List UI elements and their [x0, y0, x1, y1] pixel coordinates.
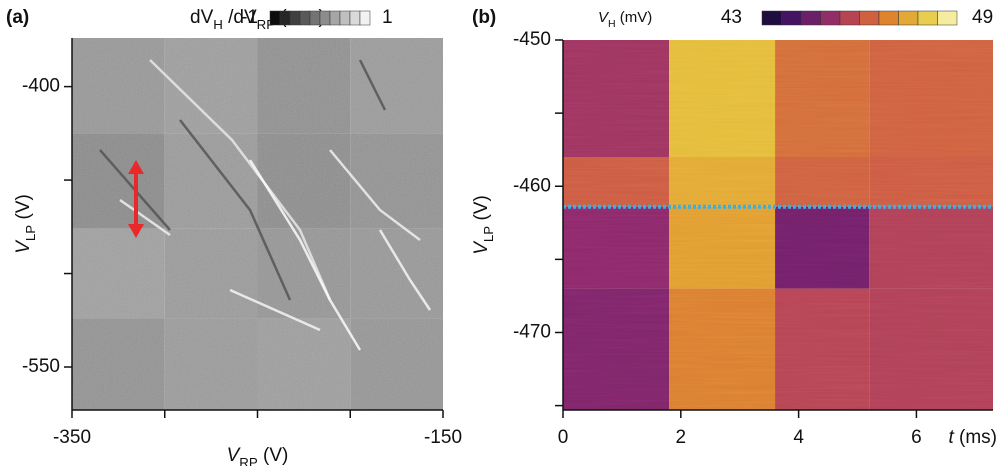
colorbar-step — [761, 10, 782, 26]
colorbar-min: -1 — [241, 7, 258, 28]
colorbar-step — [269, 10, 281, 26]
colorbar-step — [329, 10, 341, 26]
label-part: (mV) — [616, 9, 653, 26]
colorbar-step — [359, 10, 371, 26]
label-part: dV — [190, 7, 214, 28]
arrow-head — [128, 224, 144, 238]
colorbar-step — [319, 10, 331, 26]
colorbar-max: 1 — [382, 7, 393, 28]
y-axis-label: VLP (V) — [471, 195, 496, 255]
colorbar-min: 43 — [721, 7, 742, 28]
panel-a: (a)dVH /dVRP (a.u.)-11-350-150-400-550VR… — [6, 7, 462, 466]
colorbar-step — [289, 10, 301, 26]
label-part: RP — [239, 455, 258, 466]
plot-area — [72, 38, 443, 410]
label-part: t — [948, 427, 954, 448]
y-tick-label: -400 — [22, 76, 60, 97]
transition-line — [119, 198, 171, 237]
label-part: (V) — [13, 194, 34, 225]
x-axis-label: VRP (V) — [227, 445, 289, 466]
y-tick-label: -470 — [513, 322, 551, 343]
transition-line — [378, 229, 432, 311]
colorbar-step — [878, 10, 899, 26]
colorbar-step — [917, 10, 938, 26]
colorbar-step — [898, 10, 919, 26]
y-tick-label: -450 — [513, 29, 551, 50]
colorbar-step — [839, 10, 860, 26]
label-part: (V) — [471, 195, 492, 226]
panel-label: (a) — [6, 7, 29, 28]
x-axis-label: t (ms) — [948, 427, 997, 448]
x-tick-label: 6 — [911, 427, 922, 448]
y-tick-label: -550 — [22, 356, 60, 377]
transition-line — [358, 59, 387, 111]
transition-line — [248, 159, 362, 351]
colorbar-label: VH (mV) — [598, 9, 652, 30]
colorbar-step — [800, 10, 821, 26]
panel-label: (b) — [472, 7, 496, 28]
x-tick-label: 4 — [793, 427, 804, 448]
x-tick-label: 2 — [676, 427, 687, 448]
colorbar-max: 49 — [972, 7, 993, 28]
y-axis-label: VLP (V) — [13, 194, 38, 254]
label-part: LP — [23, 225, 38, 241]
label-part: H — [608, 18, 616, 30]
arrow-head — [128, 160, 144, 174]
x-tick-label: 0 — [558, 427, 569, 448]
label-part: LP — [481, 226, 496, 242]
colorbar-step — [339, 10, 351, 26]
y-tick-label: -460 — [513, 175, 551, 196]
plot-area — [563, 40, 993, 410]
transition-line — [229, 288, 321, 332]
label-part: V — [227, 445, 242, 466]
label-part: H — [213, 17, 223, 32]
x-tick-label: -150 — [424, 427, 462, 448]
label-part: V — [598, 9, 610, 26]
colorbar-step — [309, 10, 321, 26]
transition-line — [179, 119, 292, 301]
colorbar-step — [820, 10, 841, 26]
colorbar-step — [937, 10, 958, 26]
colorbar-step — [859, 10, 880, 26]
colorbar-step — [279, 10, 291, 26]
label-part: (ms) — [954, 427, 997, 448]
colorbar-step — [781, 10, 802, 26]
colorbar-step — [299, 10, 311, 26]
x-tick-label: -350 — [53, 427, 91, 448]
label-part: (V) — [258, 445, 289, 466]
colorbar-step — [349, 10, 361, 26]
label-part: V — [471, 240, 492, 255]
transition-line — [329, 149, 421, 241]
label-part: /dV — [223, 7, 257, 28]
label-part: V — [13, 239, 34, 254]
texture — [563, 40, 993, 410]
